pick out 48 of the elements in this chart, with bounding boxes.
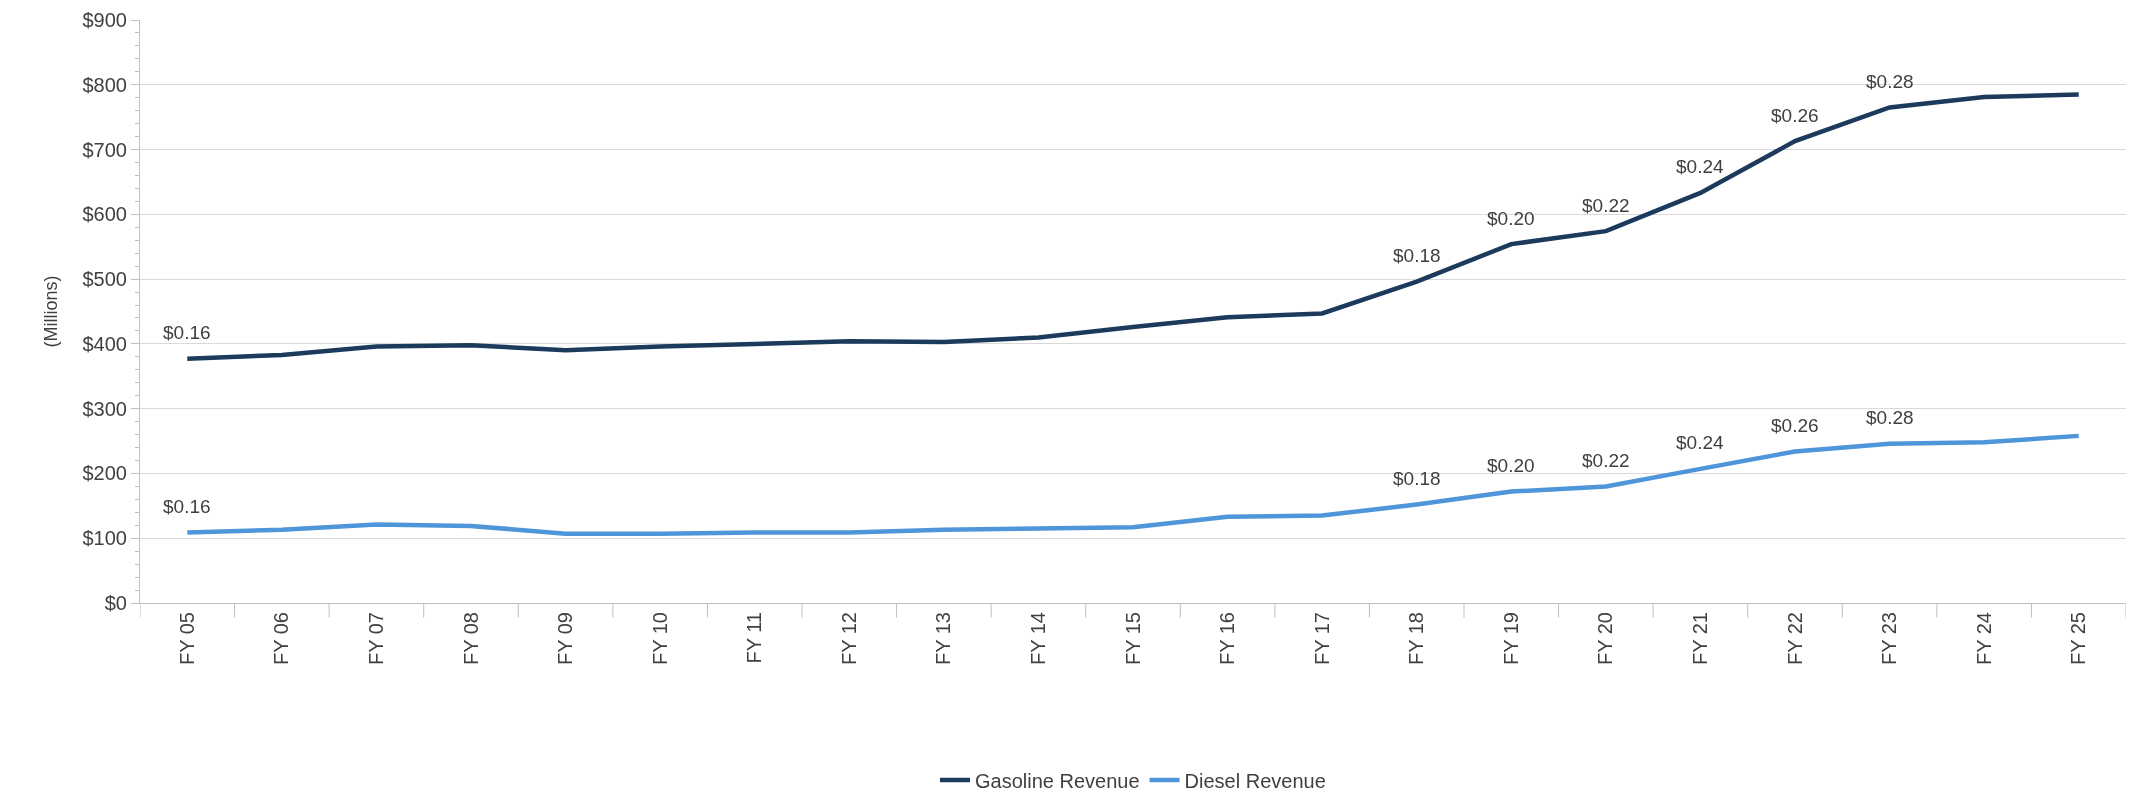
annotation: $0.20 xyxy=(1487,208,1535,229)
y-tick-label: $500 xyxy=(82,268,127,291)
x-tick-label: FY 06 xyxy=(270,612,293,665)
legend-label: Gasoline Revenue xyxy=(975,769,1140,792)
annotation: $0.24 xyxy=(1676,432,1724,453)
y-tick-label: $200 xyxy=(82,462,127,485)
x-tick-label: FY 05 xyxy=(175,612,198,665)
x-tick-label: FY 14 xyxy=(1026,612,1049,665)
annotation: $0.16 xyxy=(163,322,211,343)
y-tick-label: $100 xyxy=(82,527,127,550)
annotation: $0.26 xyxy=(1771,105,1819,126)
x-tick-label: FY 21 xyxy=(1688,612,1711,665)
y-tick-label: $800 xyxy=(82,73,127,96)
x-tick-label: FY 23 xyxy=(1878,612,1901,665)
x-tick-label: FY 12 xyxy=(837,612,860,665)
y-tick-label: $300 xyxy=(82,397,127,420)
x-tick-label: FY 18 xyxy=(1405,612,1428,665)
x-tick-label: FY 11 xyxy=(743,612,766,664)
annotation: $0.22 xyxy=(1582,195,1630,216)
annotation: $0.24 xyxy=(1676,156,1724,177)
x-tick-label: FY 07 xyxy=(364,612,387,665)
x-tick-label: FY 24 xyxy=(1972,612,1995,665)
annotation: $0.26 xyxy=(1771,415,1819,436)
annotation: $0.18 xyxy=(1393,468,1441,489)
annotation: $0.16 xyxy=(163,496,211,517)
y-tick-label: $900 xyxy=(82,9,127,31)
legend-label: Diesel Revenue xyxy=(1184,769,1326,792)
x-tick-label: FY 15 xyxy=(1121,612,1144,665)
annotation: $0.18 xyxy=(1393,245,1441,266)
x-tick-label: FY 16 xyxy=(1216,612,1239,665)
x-tick-label: FY 09 xyxy=(554,612,577,665)
y-axis-title: (Millions) xyxy=(40,275,61,348)
x-tick-label: FY 13 xyxy=(932,612,955,665)
x-tick-label: FY 25 xyxy=(2067,612,2090,665)
x-tick-label: FY 20 xyxy=(1594,612,1617,665)
x-tick-label: FY 17 xyxy=(1310,612,1333,665)
x-tick-label: FY 19 xyxy=(1499,612,1522,665)
x-tick-label: FY 22 xyxy=(1783,612,1806,665)
y-tick-label: $400 xyxy=(82,332,127,355)
y-tick-label: $700 xyxy=(82,138,127,161)
annotation: $0.28 xyxy=(1866,407,1914,428)
annotation: $0.20 xyxy=(1487,455,1535,476)
y-tick-label: $600 xyxy=(82,203,127,226)
annotation: $0.28 xyxy=(1866,71,1914,92)
y-tick-label: $0 xyxy=(104,592,127,614)
annotation: $0.22 xyxy=(1582,450,1630,471)
x-tick-label: FY 10 xyxy=(648,612,671,665)
x-tick-label: FY 08 xyxy=(459,612,482,665)
